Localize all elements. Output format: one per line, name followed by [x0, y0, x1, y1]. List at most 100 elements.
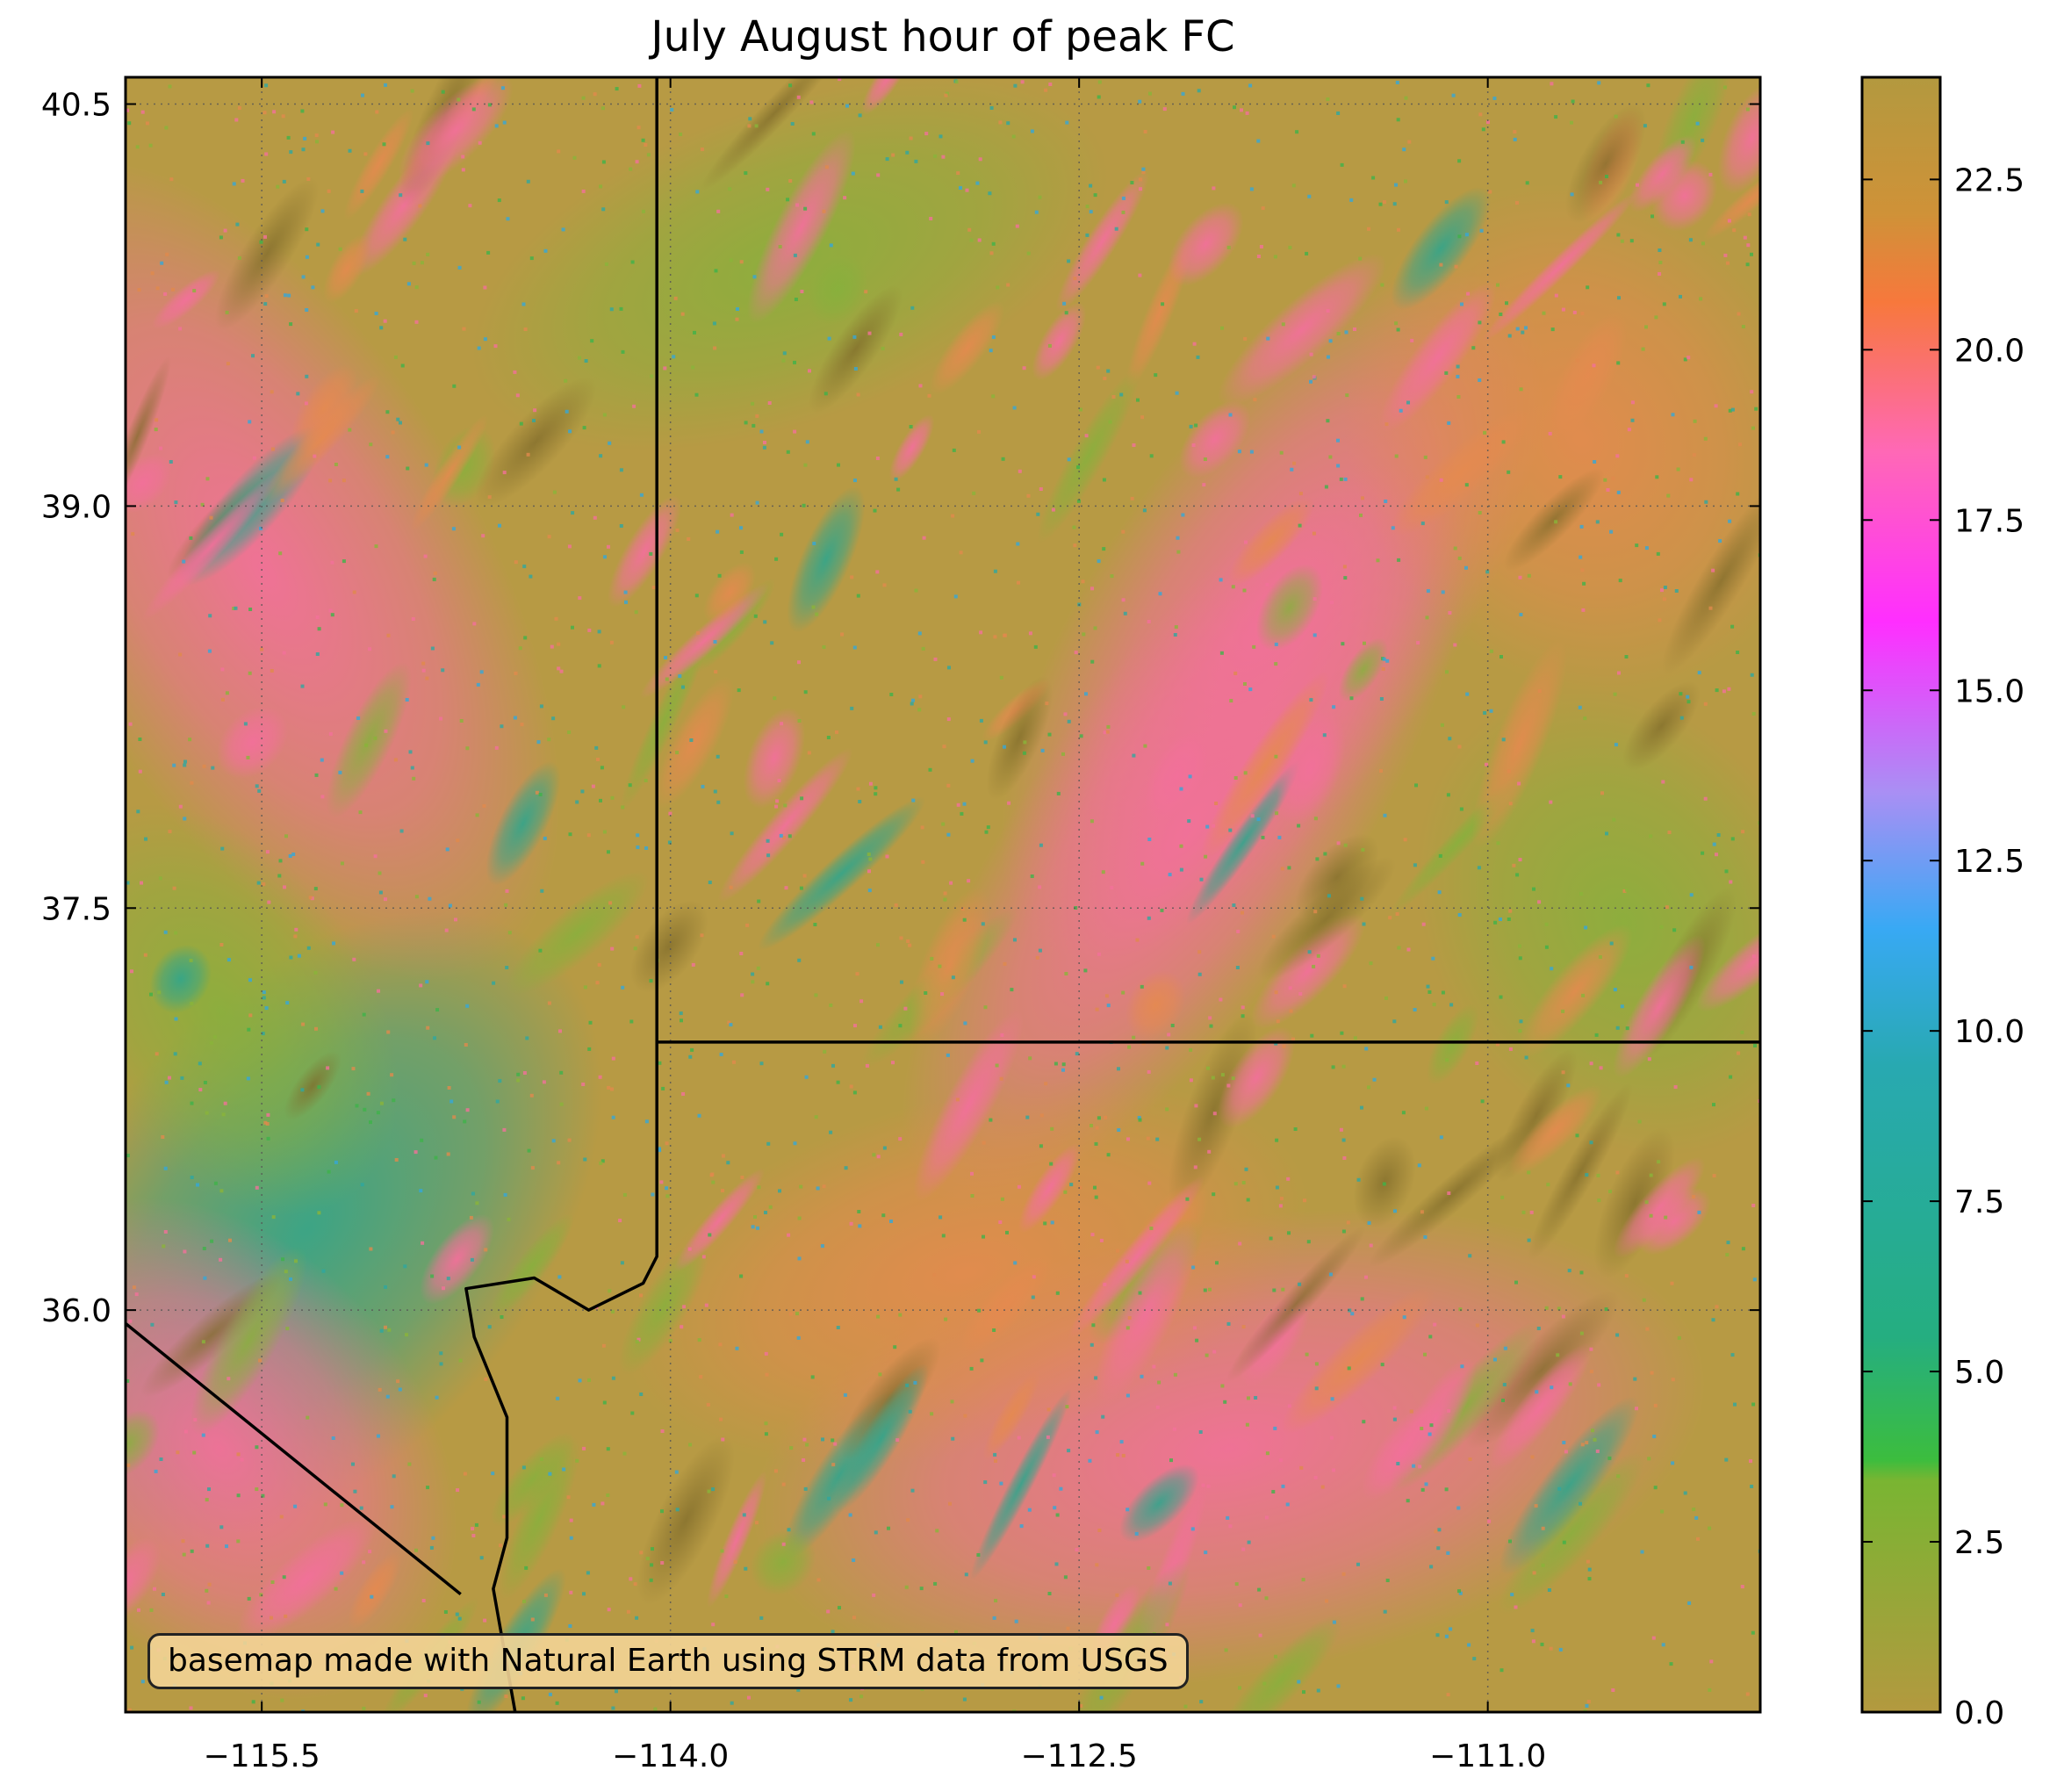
texture-speckle: [1446, 793, 1450, 797]
texture-speckle: [487, 1325, 492, 1329]
texture-speckle: [384, 1285, 387, 1289]
texture-speckle: [802, 874, 807, 878]
texture-blob: [902, 463, 1469, 1205]
texture-speckle: [1097, 95, 1101, 99]
texture-speckle: [827, 336, 831, 341]
texture-speckle: [368, 1550, 372, 1554]
texture-speckle: [1608, 1190, 1612, 1193]
texture-speckle: [202, 764, 206, 768]
texture-speckle: [1211, 1076, 1215, 1080]
texture-speckle: [280, 499, 284, 502]
texture-speckle: [757, 1185, 761, 1190]
texture-speckle: [1397, 946, 1401, 950]
texture-speckle: [543, 248, 548, 253]
texture-speckle: [781, 1542, 786, 1546]
texture-speckle: [1679, 294, 1682, 299]
texture-speckle: [831, 1463, 836, 1467]
texture-speckle: [190, 781, 194, 785]
texture-speckle: [542, 1080, 546, 1084]
texture-speckle: [1117, 1067, 1120, 1071]
texture-speckle: [649, 979, 653, 983]
texture-speckle: [1562, 1441, 1566, 1444]
texture-speckle: [314, 1026, 318, 1031]
texture-speckle: [1052, 1473, 1056, 1478]
texture-speckle: [894, 903, 898, 907]
texture-speckle: [429, 1545, 434, 1550]
texture-speckle: [1282, 1044, 1286, 1048]
texture-speckle: [728, 187, 732, 191]
texture-speckle: [1751, 1630, 1755, 1635]
texture-speckle: [1715, 688, 1719, 693]
texture-speckle: [955, 1098, 960, 1102]
texture-speckle: [1550, 1385, 1554, 1390]
texture-speckle: [193, 1418, 198, 1422]
texture-speckle: [255, 1487, 259, 1492]
texture-speckle: [1530, 1455, 1535, 1459]
texture-speckle: [1423, 1235, 1428, 1239]
texture-ridge: [1717, 83, 1760, 195]
texture-speckle: [986, 825, 990, 830]
texture-speckle: [748, 117, 752, 121]
texture-speckle: [977, 1308, 982, 1313]
texture-speckle: [163, 291, 168, 296]
texture-speckle: [277, 874, 282, 878]
texture-speckle: [1752, 1277, 1757, 1282]
texture-speckle: [248, 420, 252, 424]
texture-speckle: [1055, 1513, 1060, 1517]
texture-speckle: [960, 907, 965, 911]
texture-speckle: [1238, 1603, 1242, 1608]
texture-speckle: [1456, 1506, 1461, 1510]
texture-speckle: [1712, 842, 1716, 846]
texture-speckle: [876, 1314, 881, 1319]
texture-speckle: [1050, 1220, 1054, 1225]
texture-speckle: [493, 344, 498, 349]
texture-speckle: [793, 253, 797, 257]
texture-speckle: [1313, 817, 1318, 821]
texture-speckle: [1277, 835, 1282, 839]
texture-speckle: [557, 1161, 561, 1165]
texture-speckle: [1740, 1585, 1744, 1589]
texture-speckle: [1489, 649, 1493, 653]
texture-speckle: [849, 1221, 853, 1226]
texture-speckle: [992, 1328, 996, 1332]
texture-speckle: [392, 1098, 396, 1103]
texture-speckle: [970, 759, 974, 763]
texture-speckle: [1546, 1183, 1550, 1187]
texture-speckle: [303, 136, 307, 140]
texture-speckle: [1295, 130, 1299, 134]
texture-ridge: [1144, 731, 1209, 822]
texture-speckle: [1410, 338, 1414, 342]
texture-speckle: [1309, 352, 1313, 356]
texture-speckle: [212, 1034, 217, 1039]
texture-speckle: [1578, 705, 1582, 709]
texture-speckle: [852, 1558, 856, 1562]
texture-speckle: [484, 1377, 488, 1381]
texture-speckle: [1245, 1422, 1249, 1427]
texture-speckle: [742, 1513, 746, 1517]
texture-speckle: [1140, 861, 1145, 866]
texture-speckle: [285, 1327, 290, 1331]
texture-speckle: [412, 261, 416, 265]
texture-speckle: [1000, 1197, 1004, 1201]
texture-speckle: [867, 889, 872, 893]
texture-speckle: [1095, 1430, 1099, 1435]
texture-speckle: [1420, 522, 1425, 526]
texture-speckle: [1424, 1482, 1428, 1486]
texture-speckle: [1367, 1220, 1371, 1225]
texture-speckle: [428, 896, 432, 901]
texture-ridge: [909, 887, 990, 1046]
texture-ridge: [608, 495, 681, 608]
texture-speckle: [487, 103, 492, 107]
texture-speckle: [1084, 434, 1089, 438]
texture-speckle: [701, 1255, 706, 1259]
texture-speckle: [1331, 1065, 1335, 1069]
texture-speckle: [816, 1578, 821, 1582]
texture-speckle: [1384, 500, 1388, 503]
texture-speckle: [190, 1101, 194, 1105]
texture-speckle: [1662, 597, 1666, 601]
texture-speckle: [1605, 175, 1608, 178]
texture-ridge: [1119, 1464, 1199, 1543]
texture-speckle: [956, 802, 960, 807]
texture-speckle: [670, 108, 674, 112]
